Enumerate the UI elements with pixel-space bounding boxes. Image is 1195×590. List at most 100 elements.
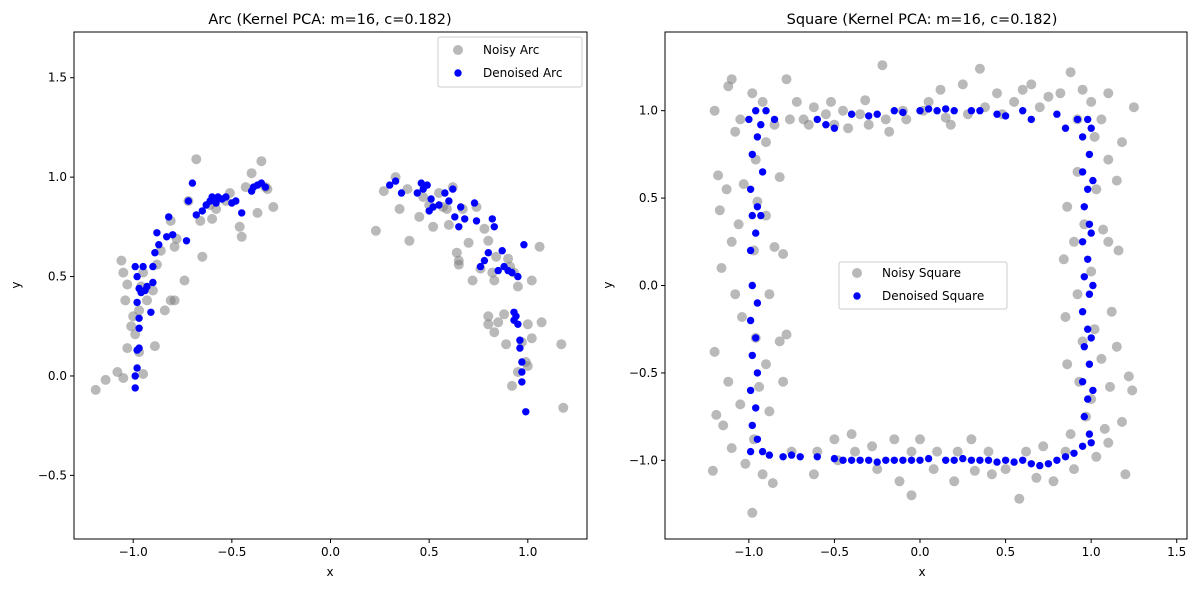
data-point <box>238 209 246 217</box>
data-point <box>1078 378 1087 386</box>
data-point <box>1019 107 1027 115</box>
data-point <box>1105 381 1115 392</box>
data-point <box>1127 385 1138 396</box>
data-point <box>1123 371 1134 382</box>
data-point <box>184 197 193 205</box>
data-point <box>787 451 796 459</box>
x-axis-label: x <box>918 565 925 579</box>
data-point <box>516 336 524 344</box>
data-point <box>423 181 431 189</box>
data-point <box>1010 458 1018 466</box>
data-point <box>526 275 537 286</box>
data-point <box>791 96 802 107</box>
data-point <box>518 368 526 376</box>
data-point <box>483 319 494 330</box>
data-point <box>418 192 429 202</box>
data-point <box>268 202 279 212</box>
data-point <box>890 456 898 464</box>
data-point <box>839 456 847 464</box>
data-point <box>924 454 933 463</box>
data-point <box>1017 84 1028 95</box>
data-point <box>1062 359 1073 370</box>
data-point <box>182 237 191 245</box>
data-point <box>901 114 912 125</box>
data-point <box>135 344 143 352</box>
data-point <box>1069 236 1079 247</box>
data-point <box>404 235 415 246</box>
data-point <box>873 110 881 118</box>
legend-label-denoised-arc: Denoised Arc <box>483 66 562 80</box>
legend-marker-noisy-arc <box>453 45 463 55</box>
data-point <box>1117 137 1127 148</box>
data-point <box>1053 110 1061 118</box>
data-point <box>1080 203 1089 211</box>
data-point <box>752 229 760 237</box>
legend-marker-denoised-arc <box>454 69 462 77</box>
data-point <box>967 107 976 115</box>
data-point <box>516 344 524 352</box>
data-point <box>179 275 190 286</box>
data-point <box>1117 416 1127 427</box>
data-point <box>484 249 492 257</box>
data-point <box>822 121 830 129</box>
data-point <box>149 278 157 287</box>
data-point <box>131 384 139 392</box>
data-point <box>1085 360 1094 368</box>
data-point <box>1087 124 1095 132</box>
data-point <box>149 262 157 271</box>
data-point <box>483 235 494 246</box>
data-point <box>261 183 270 191</box>
legend-marker-denoised-square <box>853 292 861 300</box>
data-point <box>165 213 173 221</box>
data-point <box>757 96 768 107</box>
y-tick-label: 1.5 <box>48 71 67 85</box>
data-point <box>746 386 755 395</box>
data-point <box>865 112 873 120</box>
data-point <box>139 262 147 271</box>
data-point <box>757 211 765 220</box>
data-point <box>1078 133 1087 141</box>
data-point <box>428 221 439 232</box>
data-point <box>118 373 129 383</box>
data-point <box>1036 461 1044 470</box>
data-point <box>942 456 950 464</box>
data-point <box>846 429 857 440</box>
data-point <box>1019 456 1027 464</box>
data-point <box>945 119 956 130</box>
data-point <box>133 298 141 307</box>
data-point <box>212 199 220 207</box>
data-point <box>138 267 149 278</box>
data-point <box>808 102 819 113</box>
data-point <box>711 409 722 420</box>
y-tick-label: 1.0 <box>48 170 67 184</box>
data-point <box>808 469 819 480</box>
data-point <box>122 343 133 354</box>
data-point <box>386 181 394 189</box>
data-point <box>499 309 510 320</box>
data-point <box>748 421 756 430</box>
data-point <box>974 63 985 74</box>
data-point <box>714 205 725 216</box>
data-point <box>483 311 494 322</box>
data-point <box>1098 224 1109 235</box>
data-point <box>256 156 267 167</box>
data-point <box>716 263 727 273</box>
series-noisy-arc <box>90 154 569 413</box>
data-point <box>1085 290 1094 298</box>
plot-area-frame <box>664 31 1188 540</box>
data-point <box>924 105 933 113</box>
data-point <box>856 456 864 464</box>
data-point <box>753 435 762 443</box>
data-point <box>467 275 478 286</box>
data-point <box>1089 176 1097 185</box>
data-point <box>745 115 753 124</box>
data-point <box>169 231 177 239</box>
data-point <box>762 107 770 115</box>
data-point <box>890 107 898 115</box>
data-point <box>984 456 993 464</box>
data-point <box>142 295 152 306</box>
data-point <box>757 121 765 129</box>
data-point <box>740 458 751 469</box>
data-point <box>1080 343 1089 351</box>
x-tick-label: −0.5 <box>820 545 849 559</box>
